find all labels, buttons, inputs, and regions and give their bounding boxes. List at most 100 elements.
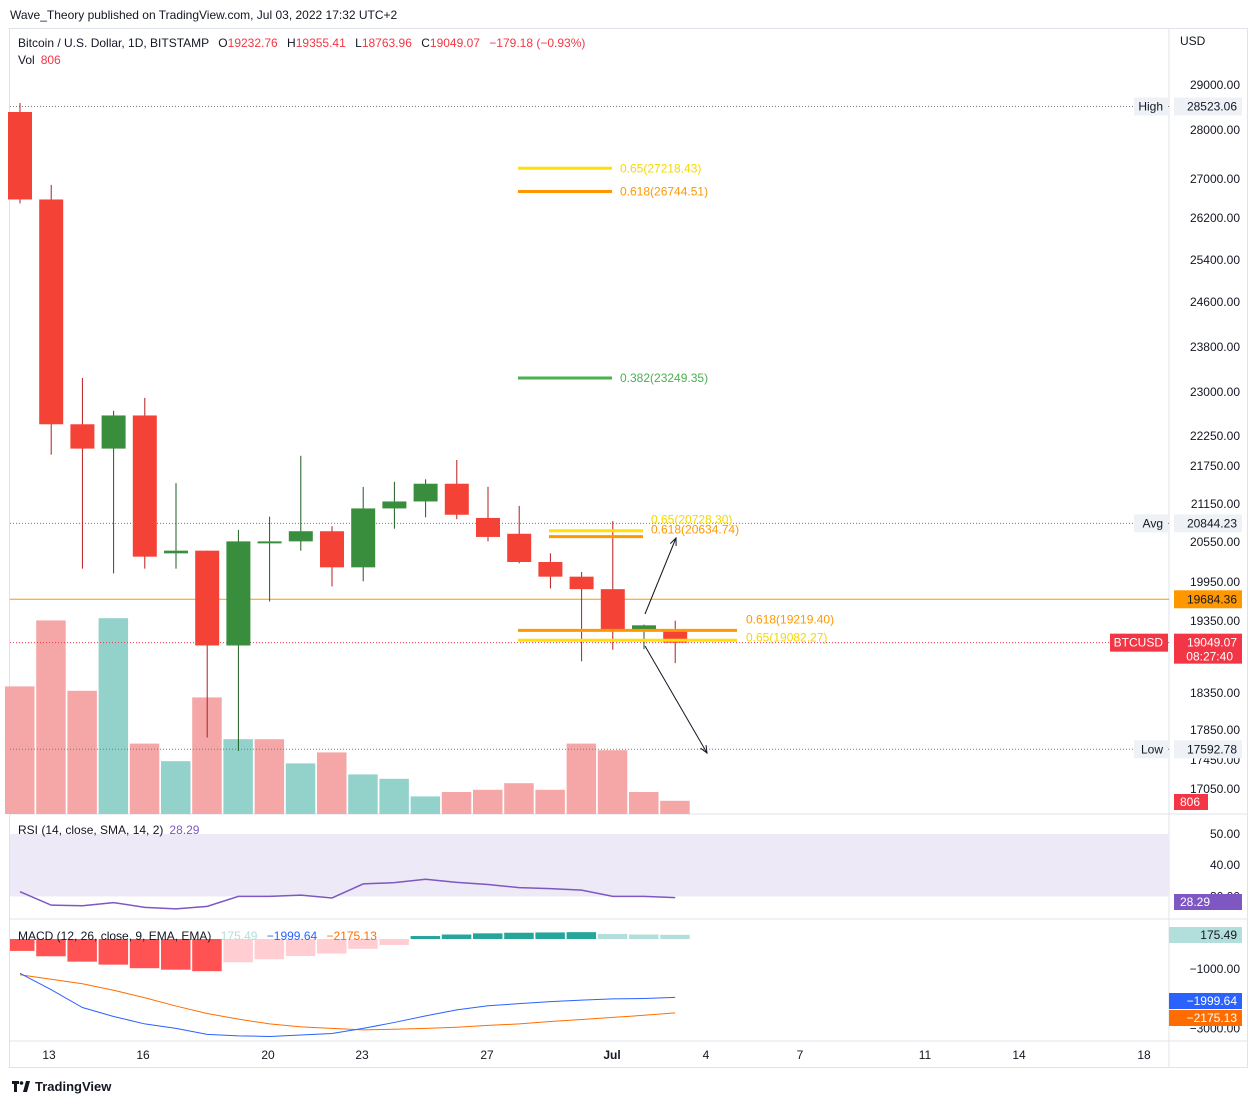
projection-arrow-up-head: [669, 536, 677, 547]
last-price-value: 19049.07: [1187, 636, 1237, 650]
volume-label-box: [1174, 794, 1208, 810]
price-label-value: 19684.36: [1187, 592, 1237, 606]
volume-bar: [441, 792, 472, 814]
price-label-value: 28523.06: [1187, 99, 1237, 113]
macd-histogram-bar: [629, 934, 659, 939]
volume-bar: [317, 752, 347, 814]
publisher-credit: Wave_Theory published on TradingView.com…: [10, 8, 398, 22]
y-tick-label: 25400.00: [1190, 253, 1240, 267]
x-tick-label: 7: [797, 1048, 804, 1062]
price-tag-box: [1134, 97, 1168, 116]
volume-bar: [410, 796, 441, 814]
price-label-value: 17592.78: [1187, 742, 1237, 756]
volume-bar: [285, 763, 316, 814]
y-tick-label: 24600.00: [1190, 295, 1240, 309]
x-tick-label: 4: [703, 1048, 710, 1062]
tradingview-logo[interactable]: TradingView: [12, 1079, 111, 1094]
macd-histogram-bar: [410, 936, 441, 939]
volume-value: 806: [40, 53, 61, 67]
macd-histogram-bar: [660, 934, 690, 939]
volume-bar: [98, 618, 129, 814]
macd-histogram-bar: [129, 939, 160, 969]
symbol-tag-box: [1110, 633, 1168, 652]
fib-level-low-0618-label: 0.618(19219.40): [746, 612, 834, 626]
fib-level-top-0650-label: 0.65(27218.43): [620, 161, 701, 175]
macd-histogram-bar: [566, 932, 597, 939]
macd-histogram-bar: [379, 939, 409, 945]
y-tick-label: 22250.00: [1190, 429, 1240, 443]
rsi-legend[interactable]: RSI (14, close, SMA, 14, 2) 28.29: [18, 823, 199, 837]
rsi-tick-label: 40.00: [1210, 858, 1240, 872]
candle-body: [538, 562, 563, 577]
y-tick-label: 19350.00: [1190, 614, 1240, 628]
volume-bar: [629, 792, 659, 814]
price-tag-box: [1134, 514, 1168, 533]
price-tag-box: [1134, 740, 1168, 759]
candle-body: [257, 541, 282, 544]
x-tick-label: 27: [480, 1048, 494, 1062]
fib-level-top-0618-label: 0.618(26744.51): [620, 184, 708, 198]
candle-body: [132, 415, 157, 557]
macd-line-value: −1999.64: [266, 929, 318, 943]
macd-hist-value-label: 175.49: [1200, 928, 1237, 942]
macd-line: [19, 972, 676, 1037]
macd-histogram-bar: [285, 939, 316, 956]
macd-histogram-bar: [473, 933, 503, 939]
macd-label: MACD (12, 26, close, 9, EMA, EMA): [18, 929, 212, 943]
x-tick-label: 14: [1012, 1048, 1026, 1062]
candle-body: [600, 589, 625, 631]
macd-line-value-box: [1169, 993, 1242, 1009]
y-tick-label: 23000.00: [1190, 385, 1240, 399]
x-tick-label: 20: [261, 1048, 275, 1062]
macd-histogram-bar: [98, 939, 129, 965]
candle-body: [569, 576, 594, 590]
macd-line-value-label: −1999.64: [1187, 994, 1238, 1008]
candle-body: [195, 550, 220, 646]
rsi-value: 28.29: [169, 823, 200, 837]
y-tick-label: 17850.00: [1190, 723, 1240, 737]
volume-bar: [597, 750, 628, 814]
volume-bar: [36, 620, 66, 814]
open-label: O: [218, 36, 228, 50]
x-tick-label: Jul: [603, 1048, 620, 1062]
x-tick-label: 11: [919, 1048, 932, 1062]
x-tick-label: 23: [355, 1048, 369, 1062]
candle-body: [507, 533, 532, 562]
candle-body: [413, 483, 438, 502]
macd-signal-value-box: [1169, 1010, 1242, 1026]
candle-body: [632, 625, 656, 631]
rsi-band: [10, 834, 1169, 897]
close-label: C: [421, 36, 430, 50]
change-value: −179.18 (−0.93%): [489, 36, 586, 50]
x-tick-label: 18: [1137, 1048, 1151, 1062]
open-value: 19232.76: [227, 36, 278, 50]
y-tick-label: 21750.00: [1190, 459, 1240, 473]
price-label-value: 20844.23: [1187, 516, 1237, 530]
volume-legend[interactable]: Vol 806: [18, 53, 61, 67]
price-label-box: [1174, 740, 1242, 759]
candle-body: [226, 541, 251, 646]
macd-legend[interactable]: MACD (12, 26, close, 9, EMA, EMA) 175.49…: [18, 929, 377, 943]
high-label: H: [287, 36, 296, 50]
candle-body: [8, 112, 32, 200]
volume-bar: [473, 789, 503, 814]
macd-histogram-bar: [504, 932, 534, 939]
candle-body: [288, 531, 313, 542]
macd-histogram-bar: [10, 939, 35, 951]
chart-frame[interactable]: [9, 28, 1248, 1068]
x-tick-label: 16: [136, 1048, 150, 1062]
candle-body: [70, 424, 95, 449]
volume-label-value: 806: [1180, 795, 1200, 809]
symbol-legend[interactable]: Bitcoin / U.S. Dollar, 1D, BITSTAMP O192…: [18, 36, 585, 50]
candle-body: [164, 550, 188, 554]
volume-bar: [67, 690, 97, 814]
price-tag-text: Avg: [1143, 516, 1163, 530]
macd-histogram-bar: [192, 939, 222, 972]
low-label: L: [355, 36, 362, 50]
macd-histogram-bar: [535, 932, 565, 939]
fib-level-low-0650-label: 0.65(19082.27): [746, 630, 827, 644]
y-tick-label: 23800.00: [1190, 340, 1240, 354]
y-tick-label: 28000.00: [1190, 123, 1240, 137]
volume-bar: [504, 783, 534, 814]
